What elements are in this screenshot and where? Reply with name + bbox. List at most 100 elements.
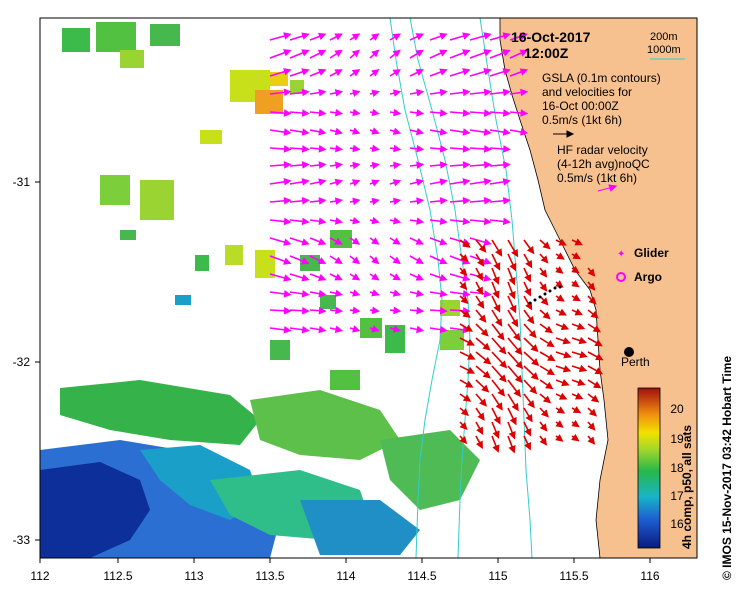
gsla-vector xyxy=(349,217,361,225)
gsla-vector xyxy=(269,196,292,205)
gsla-vector xyxy=(349,108,361,117)
gsla-vector xyxy=(349,69,361,77)
gsla-vector xyxy=(309,306,327,315)
gsla-vector xyxy=(489,32,511,41)
gsla-vector xyxy=(269,49,292,59)
gsla-vector xyxy=(329,161,344,170)
hf-radar-vector xyxy=(475,379,490,393)
gsla-vector xyxy=(409,217,425,225)
gsla-vector xyxy=(469,49,492,59)
hf-radar-vector xyxy=(491,421,500,439)
gsla-vector xyxy=(309,68,327,77)
gsla-vector xyxy=(349,179,361,187)
hf-radar-vector xyxy=(555,365,572,373)
gsla-vector xyxy=(469,290,492,298)
x-tick-label: 112 xyxy=(30,569,49,583)
gsla-vector xyxy=(349,237,361,245)
gsla-vector xyxy=(429,289,448,298)
hf-radar-vector xyxy=(475,239,487,253)
gsla-vector xyxy=(469,178,492,186)
gsla-vector xyxy=(369,273,380,281)
hf-radar-vector xyxy=(539,421,548,432)
gsla-vector xyxy=(309,109,327,117)
hf-radar-vector xyxy=(507,435,516,454)
gsla-vector xyxy=(329,49,343,59)
hf-radar-vector xyxy=(459,323,474,332)
hf-radar-vector xyxy=(523,281,532,297)
hf-radar-vector xyxy=(523,407,533,423)
gsla-vector xyxy=(429,237,448,246)
hf-radar-vector xyxy=(475,351,492,365)
gsla-vector xyxy=(349,306,361,315)
gsla-vector xyxy=(329,33,343,41)
plot-frame xyxy=(39,17,698,559)
gsla-vector xyxy=(269,217,292,226)
gsla-vector xyxy=(409,49,424,59)
gsla-vector xyxy=(369,108,380,117)
gsla-vector xyxy=(469,109,492,117)
gsla-vector xyxy=(409,178,425,186)
gsla-vector xyxy=(309,178,327,186)
gsla-vector xyxy=(309,145,327,153)
gsla-vector xyxy=(429,255,448,265)
hf-radar-vector xyxy=(459,239,471,248)
hf-radar-vector xyxy=(587,281,596,291)
gsla-vector xyxy=(309,49,327,59)
hf-radar-vector xyxy=(459,295,469,305)
hf-radar-vector xyxy=(507,393,519,412)
gsla-vector xyxy=(469,88,492,97)
gsla-vector xyxy=(289,197,310,205)
gsla-vector xyxy=(489,109,511,117)
gsla-vector xyxy=(429,325,448,334)
hf-radar-vector xyxy=(539,351,556,362)
hf-radar-vector xyxy=(523,421,532,437)
gsla-vector xyxy=(389,179,402,187)
hf-radar-vector xyxy=(587,351,604,361)
hf-radar-vector xyxy=(523,295,533,311)
gsla-vector xyxy=(269,32,292,41)
hf-radar-vector xyxy=(571,294,581,302)
hf-radar-vector xyxy=(523,309,535,325)
hf-radar-vector xyxy=(523,365,539,381)
hf-radar-vector xyxy=(459,351,476,360)
x-tick-label: 114.5 xyxy=(407,569,436,583)
gsla-vector xyxy=(289,32,310,41)
gsla-vector xyxy=(469,196,492,205)
gsla-vector xyxy=(409,69,425,77)
gsla-vector xyxy=(469,217,492,226)
hf-radar-vector xyxy=(507,337,523,356)
hf-radar-vector xyxy=(475,421,484,435)
gsla-vector xyxy=(349,144,361,153)
hf-radar-vector xyxy=(475,407,485,421)
gsla-vector xyxy=(469,128,492,136)
gsla-vector xyxy=(409,89,425,97)
hf-radar-vector xyxy=(459,309,471,318)
hf-radar-vector xyxy=(587,337,603,347)
hf-radar-vector xyxy=(523,253,533,269)
hf-radar-vector xyxy=(475,323,489,337)
hf-radar-vector xyxy=(587,379,602,389)
hf-radar-vector xyxy=(555,308,567,316)
hf-radar-vector xyxy=(523,239,535,255)
gsla-vector xyxy=(489,145,511,153)
hf-radar-vector xyxy=(475,309,487,323)
hf-radar-vector xyxy=(571,364,588,373)
colorbar-tick: 20 xyxy=(670,402,684,416)
gsla-vector xyxy=(509,68,529,77)
hf-radar-vector xyxy=(491,351,508,369)
hf-radar-vector xyxy=(475,253,485,267)
y-tick-label: -33 xyxy=(13,533,31,547)
gsla-vector xyxy=(329,144,344,153)
gsla-vector xyxy=(389,306,402,315)
hf-radar-vector xyxy=(523,267,532,283)
gsla-vector xyxy=(389,161,402,170)
gsla-vector xyxy=(329,197,344,205)
gsla-vector xyxy=(269,237,292,246)
gsla-vector xyxy=(409,144,425,153)
gsla-vector xyxy=(489,88,511,97)
y-tick-label: -31 xyxy=(13,175,31,189)
gsla-vector xyxy=(269,255,292,265)
hf-radar-vector xyxy=(459,393,472,402)
hf-radar-vector xyxy=(507,253,517,272)
